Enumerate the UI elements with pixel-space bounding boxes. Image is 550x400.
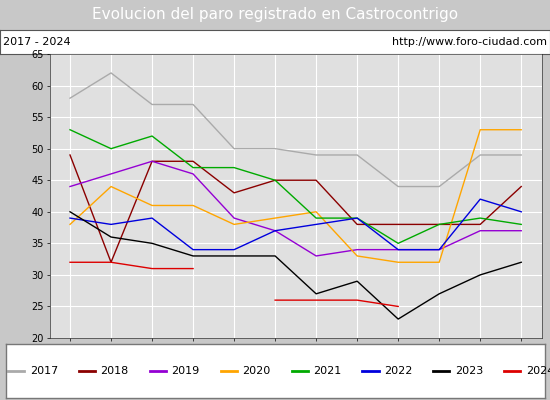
Text: 2018: 2018 bbox=[101, 366, 129, 376]
Text: 2020: 2020 bbox=[242, 366, 271, 376]
Text: 2022: 2022 bbox=[384, 366, 412, 376]
Text: Evolucion del paro registrado en Castrocontrigo: Evolucion del paro registrado en Castroc… bbox=[92, 8, 458, 22]
Text: 2024: 2024 bbox=[526, 366, 550, 376]
Text: 2023: 2023 bbox=[455, 366, 483, 376]
Text: 2019: 2019 bbox=[172, 366, 200, 376]
Text: 2017 - 2024: 2017 - 2024 bbox=[3, 37, 70, 47]
Text: http://www.foro-ciudad.com: http://www.foro-ciudad.com bbox=[392, 37, 547, 47]
Text: 2017: 2017 bbox=[30, 366, 58, 376]
Text: 2021: 2021 bbox=[313, 366, 342, 376]
